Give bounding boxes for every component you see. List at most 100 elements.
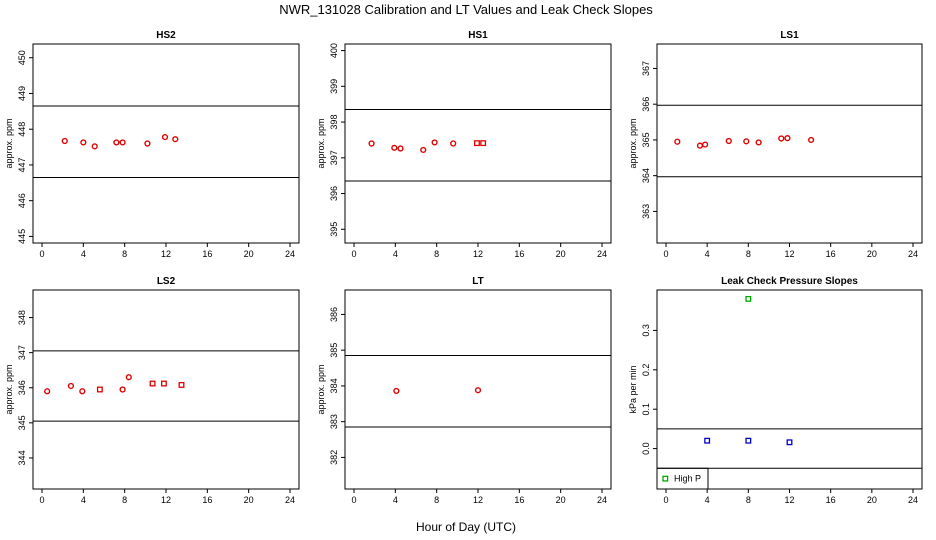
y-tick-label-leak: 0.0 — [641, 442, 651, 455]
y-tick-label-hs2: 448 — [17, 122, 27, 137]
x-tick-label-ls1: 20 — [867, 249, 877, 259]
plot-frame-ls1 — [656, 43, 923, 244]
data-point-ls1 — [674, 138, 681, 145]
x-tick-label-ls1: 12 — [784, 249, 794, 259]
chart-panel-hs1: HS1 0 4 8 12 16 20 24 395 396 397 398 399 400 approx. … — [316, 30, 612, 259]
x-tick-label-hs2: 0 — [39, 249, 44, 259]
data-point-ls1 — [784, 135, 791, 142]
data-point-ls2 — [119, 386, 126, 393]
data-point-leak — [704, 437, 711, 444]
y-tick-label-hs2: 449 — [17, 86, 27, 101]
x-tick-label-hs2: 20 — [244, 249, 254, 259]
y-axis-label-hs1: approx. ppm — [316, 118, 326, 168]
data-point-leak — [745, 437, 752, 444]
data-point-lt — [393, 387, 400, 395]
x-tick-label-leak: 24 — [908, 495, 918, 505]
data-point-hs2 — [113, 139, 120, 146]
x-tick-label-hs2: 12 — [161, 249, 171, 259]
plot-frame-leak — [656, 289, 923, 490]
x-tick-label-ls2: 4 — [81, 495, 86, 505]
y-tick-label-hs2: 447 — [17, 157, 27, 172]
x-tick-label-ls1: 16 — [826, 249, 836, 259]
chart-title-hs1: HS1 — [468, 30, 488, 41]
data-point-hs1 — [420, 146, 427, 154]
data-point-hs1 — [391, 144, 398, 151]
legend-label-leak: High P — [674, 474, 701, 484]
x-tick-label-ls2: 12 — [161, 495, 171, 505]
x-tick-label-ls2: 16 — [202, 495, 212, 505]
data-point-lt — [474, 387, 482, 394]
data-point-ls1 — [778, 135, 785, 142]
y-axis-label-ls2: approx. ppm — [4, 364, 14, 414]
data-point-hs2 — [119, 139, 126, 146]
data-point-hs2 — [91, 143, 98, 150]
chart-panel-ls2: LS2 0 4 8 12 16 20 24 344 345 346 347 348 approx. ppm — [4, 276, 300, 505]
x-tick-label-hs1: 12 — [473, 249, 483, 259]
x-tick-label-ls1: 24 — [908, 249, 918, 259]
x-tick-label-leak: 20 — [867, 495, 877, 505]
y-tick-label-hs1: 400 — [329, 43, 339, 58]
x-tick-label-hs1: 20 — [556, 249, 566, 259]
y-tick-label-hs1: 396 — [329, 186, 339, 201]
y-tick-label-leak: 0.1 — [641, 403, 651, 416]
data-point-ls2 — [178, 381, 185, 388]
plot-frame-hs1 — [344, 43, 612, 244]
y-tick-label-hs1: 395 — [329, 222, 339, 237]
plot-frame-ls2 — [32, 289, 300, 490]
y-tick-label-ls1: 363 — [641, 204, 651, 219]
y-tick-label-hs1: 399 — [329, 79, 339, 94]
data-point-ls1 — [702, 141, 709, 148]
data-point-ls1 — [743, 138, 750, 145]
x-tick-label-ls1: 0 — [663, 249, 668, 259]
x-tick-label-ls1: 8 — [746, 249, 751, 259]
data-point-ls1 — [696, 142, 704, 149]
data-point-ls1 — [755, 139, 762, 146]
y-tick-label-hs2: 445 — [17, 229, 27, 244]
data-point-ls2 — [125, 374, 132, 381]
y-axis-label-hs2: approx. ppm — [4, 118, 14, 168]
data-point-ls2 — [149, 380, 156, 387]
data-point-leak — [745, 295, 752, 302]
y-tick-label-lt: 382 — [329, 450, 339, 465]
x-tick-label-lt: 8 — [434, 495, 439, 505]
y-tick-label-hs2: 446 — [17, 193, 27, 208]
y-tick-label-leak: 0.2 — [641, 364, 651, 377]
data-point-hs1 — [397, 145, 404, 152]
y-tick-label-ls1: 364 — [641, 168, 651, 183]
y-tick-label-lt: 384 — [329, 378, 339, 393]
y-tick-label-hs1: 398 — [329, 115, 339, 130]
x-tick-label-ls2: 24 — [285, 495, 295, 505]
x-tick-label-lt: 20 — [556, 495, 566, 505]
x-tick-label-lt: 12 — [473, 495, 483, 505]
y-tick-label-ls2: 345 — [17, 415, 27, 430]
figure-xlabel: Hour of Day (UTC) — [416, 520, 516, 534]
y-tick-label-ls1: 366 — [641, 97, 651, 112]
y-tick-label-lt: 386 — [329, 307, 339, 322]
x-tick-label-hs1: 4 — [393, 249, 398, 259]
x-tick-label-hs1: 16 — [514, 249, 524, 259]
data-point-hs2 — [144, 140, 151, 147]
data-point-ls2 — [44, 388, 51, 395]
x-tick-label-lt: 4 — [393, 495, 398, 505]
data-point-hs2 — [161, 133, 169, 141]
y-tick-label-ls1: 367 — [641, 61, 651, 76]
chart-panel-leak: Leak Check Pressure Slopes 0 4 8 12 16 20 24 0.0… — [628, 276, 923, 505]
y-tick-label-lt: 385 — [329, 343, 339, 358]
data-point-hs2 — [61, 137, 68, 145]
x-tick-label-leak: 12 — [784, 495, 794, 505]
y-tick-label-ls1: 365 — [641, 132, 651, 147]
x-tick-label-hs2: 4 — [81, 249, 86, 259]
x-tick-label-lt: 24 — [597, 495, 607, 505]
x-tick-label-lt: 0 — [351, 495, 356, 505]
data-point-hs1 — [480, 140, 487, 147]
data-point-hs1 — [368, 140, 375, 147]
y-tick-label-ls2: 348 — [17, 310, 27, 325]
x-tick-label-leak: 0 — [663, 495, 668, 505]
data-point-ls2 — [96, 386, 103, 393]
data-point-ls2 — [160, 380, 167, 387]
y-axis-label-lt: approx. ppm — [316, 364, 326, 414]
y-tick-label-ls2: 346 — [17, 380, 27, 395]
x-tick-label-ls2: 20 — [244, 495, 254, 505]
data-point-hs1 — [450, 140, 457, 147]
